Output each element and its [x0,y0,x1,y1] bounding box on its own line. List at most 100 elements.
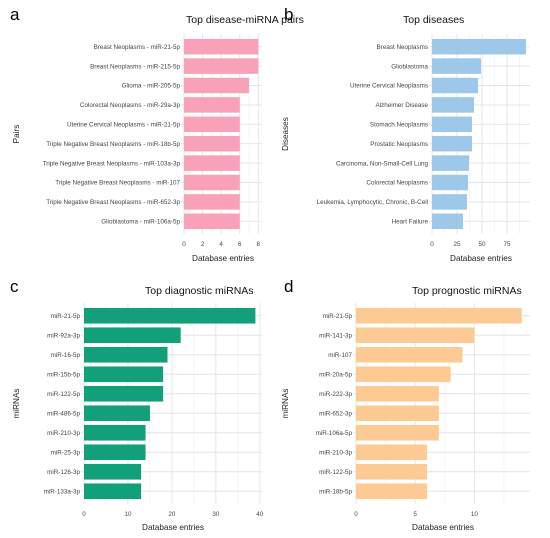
x-tick-label: 20 [168,511,176,518]
bar [356,327,475,344]
y-tick-label: miR-20a-5p [319,371,352,378]
x-axis-label: Database entries [142,523,204,532]
y-tick-label: miR-92a-3p [47,332,80,339]
y-tick-label: miR-21-5p [323,313,353,320]
y-tick-label: Carcinoma, Non-Small-Cell Lung [336,160,429,167]
bar [356,346,463,363]
x-tick-label: 5 [413,511,417,518]
x-tick-label: 30 [212,511,220,518]
bar [184,38,259,55]
y-tick-label: Breast Neoplasms [377,44,428,51]
x-tick-label: 8 [257,241,261,248]
x-tick-label: 0 [182,241,186,248]
bar [84,405,150,422]
y-tick-label: miR-210-3p [319,449,352,456]
y-tick-label: Triple Negative Breast Neoplasms - miR-1… [46,141,180,148]
chart-title: Top disease-miRNA pairs [186,14,304,26]
y-tick-label: miR-122-5p [47,391,80,398]
bar [432,58,481,74]
y-tick-label: miR-106a-5p [316,430,353,437]
panel-letter: c [10,277,19,296]
chart-title: Top prognostic miRNAs [412,285,522,297]
x-tick-label: 25 [453,241,461,248]
y-tick-label: Glioblastoma - miR-106a-5p [101,219,180,226]
bar [432,116,472,133]
y-tick-label: miR-222-3p [319,391,352,398]
y-tick-label: Alzheimer Disease [376,102,429,109]
x-tick-label: 10 [124,511,132,518]
y-tick-label: miR-133a-3p [44,488,81,495]
y-tick-label: Glioblastoma [391,63,428,70]
bar [184,97,240,113]
bar [84,463,142,480]
y-tick-label: Leukemia, Lymphocytic, Chronic, B-Cell [317,199,428,206]
y-tick-label: miR-141-3p [319,332,352,339]
y-tick-label: miR-486-5p [47,410,80,417]
bar [432,77,478,94]
y-tick-label: miR-18b-5p [319,488,352,495]
bar [356,366,451,383]
y-tick-label: Heart Failure [392,219,429,226]
y-tick-label: miR-15b-5p [47,371,80,378]
bar [356,444,428,461]
y-tick-label: Breast Neoplasms - miR-21-5p [94,44,181,51]
bar [84,346,168,363]
x-axis-label: Database entries [412,523,474,532]
y-axis-label: miRNAs [12,388,21,418]
bar [84,307,256,324]
x-tick-label: 4 [219,241,223,248]
y-axis-label: Diseases [281,117,290,151]
x-tick-label: 6 [238,241,242,248]
y-tick-label: miR-16-5p [51,352,81,359]
bar [184,58,259,74]
y-tick-label: Colorectal Neoplasms [366,180,428,187]
y-tick-label: Breast Neoplasms - miR-215-5p [90,63,180,70]
bar [432,135,472,152]
y-tick-label: Stomach Neoplasms [370,122,428,129]
y-tick-label: miR-652-3p [319,410,352,417]
y-tick-label: Prostatic Neoplasms [370,141,428,148]
x-tick-label: 0 [354,511,358,518]
x-tick-label: 40 [256,511,264,518]
bar [356,385,439,402]
x-tick-label: 0 [82,511,86,518]
bar [84,483,142,500]
bar [432,38,526,55]
y-tick-label: Glioma - miR-205-5p [122,83,181,90]
panel-c: miR-21-5p miR-92a-3p miR-16-5p miR-15b-5p mi… [10,277,264,532]
x-axis-label: Database entries [192,254,254,263]
panel-letter: b [284,5,293,24]
bar [84,385,164,402]
chart-title: Top diagnostic miRNAs [145,285,254,297]
bar [184,77,249,94]
x-tick-label: 50 [478,241,486,248]
bar [432,174,468,191]
y-axis-label: miRNAs [281,388,290,418]
y-tick-label: miR-21-5p [51,313,81,320]
panel-letter: d [284,277,293,296]
chart-title: Top diseases [403,14,464,26]
bar [184,116,240,133]
y-tick-label: Triple Negative Breast Neoplasms - miR-1… [43,160,181,167]
bar [84,444,146,461]
bar [84,327,181,344]
x-tick-label: 0 [430,241,434,248]
bar [184,174,240,191]
x-tick-label: 2 [201,241,205,248]
y-tick-label: Uterine Cervical Neoplasms - miR-21-5p [67,122,181,129]
panel-d: miR-21-5p miR-141-3p miR-107 miR-20a-5p miR-… [281,277,530,532]
bar [84,424,146,441]
bar [432,155,469,171]
y-tick-label: Uterine Cervical Neoplasms [350,83,428,90]
x-tick-label: 75 [503,241,511,248]
bar [356,463,428,480]
panel-a: Breast Neoplasms - miR-21-5p Breast Neopl… [10,5,304,263]
y-tick-label: miR-122-5p [319,469,352,476]
bar [356,483,428,500]
y-tick-label: miR-25-3p [51,449,81,456]
bar [184,194,240,210]
x-axis-label: Database entries [450,254,512,263]
panel-letter: a [10,5,20,24]
bar [184,155,240,171]
